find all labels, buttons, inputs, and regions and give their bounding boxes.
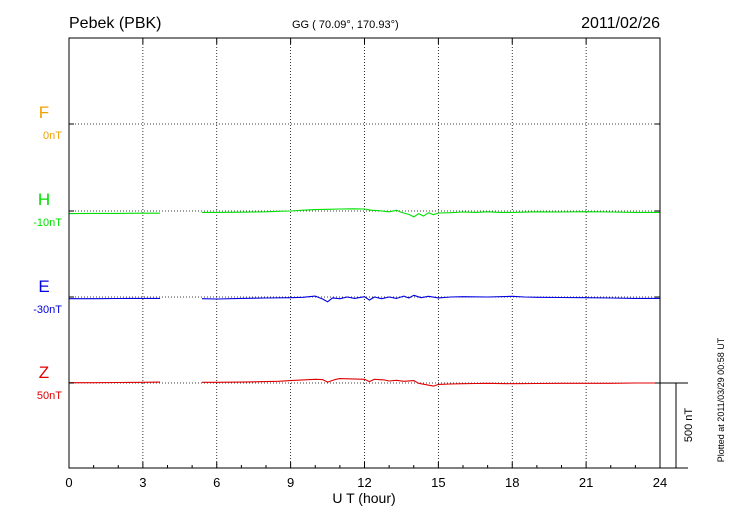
series-baseline-H: -10nT: [33, 217, 62, 229]
series-line-E: [201, 294, 660, 303]
series-line-H: [202, 208, 660, 218]
series-label-E: E: [38, 277, 49, 296]
series-line-Z: [69, 381, 161, 384]
x-tick-label: 6: [213, 475, 220, 490]
series-baseline-F: 0nT: [43, 130, 62, 142]
series-label-H: H: [38, 190, 50, 209]
x-tick-label: 24: [653, 475, 667, 490]
series-label-F: F: [39, 103, 49, 122]
x-tick-label: 15: [431, 475, 445, 490]
scale-bar-label: 500 nT: [683, 408, 695, 443]
station-coords: GG ( 70.09°, 170.93°): [292, 19, 399, 31]
plotted-note: Plotted at 2011/03/29 00:58 UT: [716, 337, 726, 462]
x-tick-label: 21: [579, 475, 593, 490]
date-title: 2011/02/26: [581, 15, 660, 32]
x-tick-label: 18: [505, 475, 519, 490]
scale-bar: 500 nT: [660, 382, 695, 469]
series-baseline-Z: 50nT: [37, 390, 62, 402]
x-tick-label: 0: [65, 475, 72, 490]
series-label-Z: Z: [39, 363, 49, 382]
x-tick-label: 9: [287, 475, 294, 490]
x-tick-label: 12: [357, 475, 371, 490]
series-baseline-E: -30nT: [33, 304, 62, 316]
station-title: Pebek (PBK): [69, 15, 161, 32]
series-line-Z: [202, 378, 660, 387]
x-axis-ticks: 0 3 6 9 12 15 18 21 24: [65, 38, 667, 490]
series-labels: F 0nT H -10nT E -30nT Z 50nT: [33, 103, 62, 402]
series-group: [68, 208, 660, 387]
x-axis-label: U T (hour): [332, 490, 395, 506]
x-tick-label: 3: [139, 475, 146, 490]
